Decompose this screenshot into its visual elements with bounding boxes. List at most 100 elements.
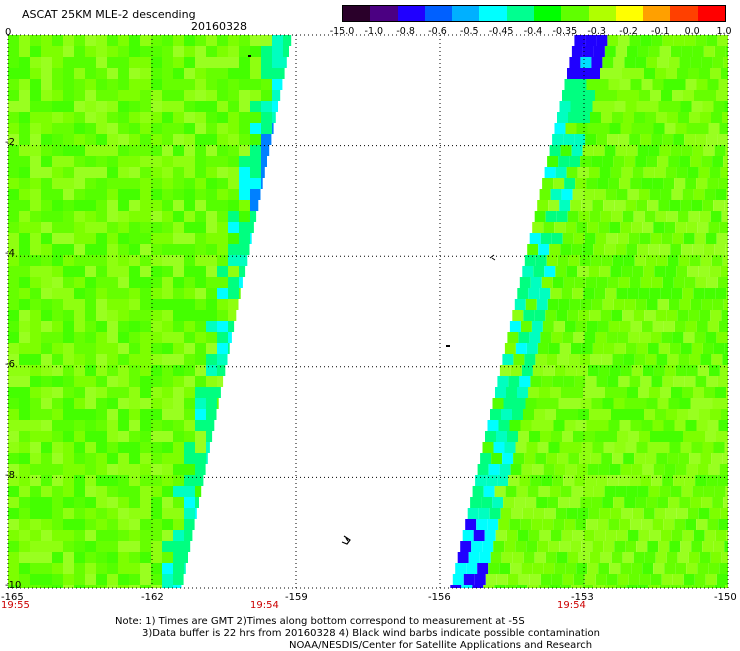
data-cell (140, 497, 151, 508)
data-cell (173, 541, 184, 552)
data-cell (650, 332, 661, 343)
data-cell (151, 101, 162, 112)
data-cell (63, 288, 74, 299)
data-cell (486, 574, 497, 585)
data-cell (107, 486, 118, 497)
data-cell (151, 453, 162, 464)
data-cell (495, 387, 506, 398)
data-cell (85, 255, 96, 266)
data-cell (547, 497, 558, 508)
data-cell (228, 123, 239, 134)
data-cell (553, 277, 564, 288)
data-cell (627, 387, 638, 398)
data-cell (558, 255, 569, 266)
data-cell (19, 46, 30, 57)
data-cell (272, 46, 283, 57)
data-cell (494, 442, 505, 453)
data-cell (557, 453, 568, 464)
data-cell (659, 244, 670, 255)
data-cell (283, 35, 291, 46)
data-cell (195, 211, 206, 222)
data-cell (206, 211, 217, 222)
data-cell (496, 431, 507, 442)
data-cell (228, 233, 239, 244)
data-cell (74, 321, 85, 332)
data-cell (8, 398, 19, 409)
data-cell (8, 299, 19, 310)
data-cell (74, 299, 85, 310)
data-cell (85, 475, 96, 486)
data-cell (118, 90, 129, 101)
data-cell (513, 354, 524, 365)
data-cell (85, 530, 96, 541)
data-cell (118, 365, 129, 376)
data-cell (617, 431, 628, 442)
data-cell (184, 35, 195, 46)
data-cell (173, 431, 184, 442)
data-cell (621, 266, 632, 277)
data-cell (598, 222, 609, 233)
data-cell (162, 200, 173, 211)
data-cell (652, 178, 663, 189)
data-cell (107, 552, 118, 563)
data-cell (653, 420, 664, 431)
data-cell (704, 486, 715, 497)
data-cell (151, 145, 162, 156)
data-cell (41, 178, 52, 189)
data-cell (107, 178, 118, 189)
data-cell (472, 585, 483, 588)
data-cell (19, 288, 30, 299)
data-cell (632, 464, 643, 475)
data-cell (30, 189, 41, 200)
data-cell (19, 519, 30, 530)
data-cell (173, 277, 184, 288)
data-cell (118, 299, 129, 310)
data-cell (681, 442, 692, 453)
data-cell (689, 552, 700, 563)
data-cell (107, 277, 118, 288)
data-cell (217, 145, 228, 156)
data-cell (546, 211, 557, 222)
data-cell (630, 277, 641, 288)
data-cell (606, 530, 617, 541)
data-cell (30, 145, 41, 156)
data-cell (217, 211, 228, 222)
data-cell (30, 508, 41, 519)
data-cell (52, 332, 63, 343)
data-cell (539, 486, 550, 497)
data-cell (63, 277, 74, 288)
data-cell (63, 222, 74, 233)
data-cell (140, 277, 151, 288)
data-cell (250, 123, 261, 134)
data-cell (129, 79, 140, 90)
data-cell (719, 79, 729, 90)
data-cell (697, 420, 708, 431)
data-cell (151, 134, 162, 145)
data-cell (63, 354, 74, 365)
data-cell (720, 365, 728, 376)
data-cell (173, 134, 184, 145)
data-cell (622, 68, 633, 79)
data-cell (85, 574, 96, 585)
data-cell (140, 35, 151, 46)
data-cell (605, 387, 616, 398)
data-cell (118, 156, 129, 167)
data-cell (626, 343, 637, 354)
data-cell (162, 244, 173, 255)
data-cell (535, 211, 546, 222)
data-cell (261, 46, 272, 57)
data-cell (85, 420, 96, 431)
data-cell (667, 453, 678, 464)
data-cell (527, 442, 538, 453)
data-cell (96, 552, 107, 563)
data-cell (129, 244, 140, 255)
data-cell (620, 563, 631, 574)
data-cell (607, 475, 618, 486)
data-cell (162, 442, 173, 453)
data-cell (649, 46, 660, 57)
data-cell (557, 552, 568, 563)
data-cell (490, 409, 501, 420)
data-cell (633, 310, 644, 321)
data-cell (206, 244, 217, 255)
data-cell (118, 431, 129, 442)
